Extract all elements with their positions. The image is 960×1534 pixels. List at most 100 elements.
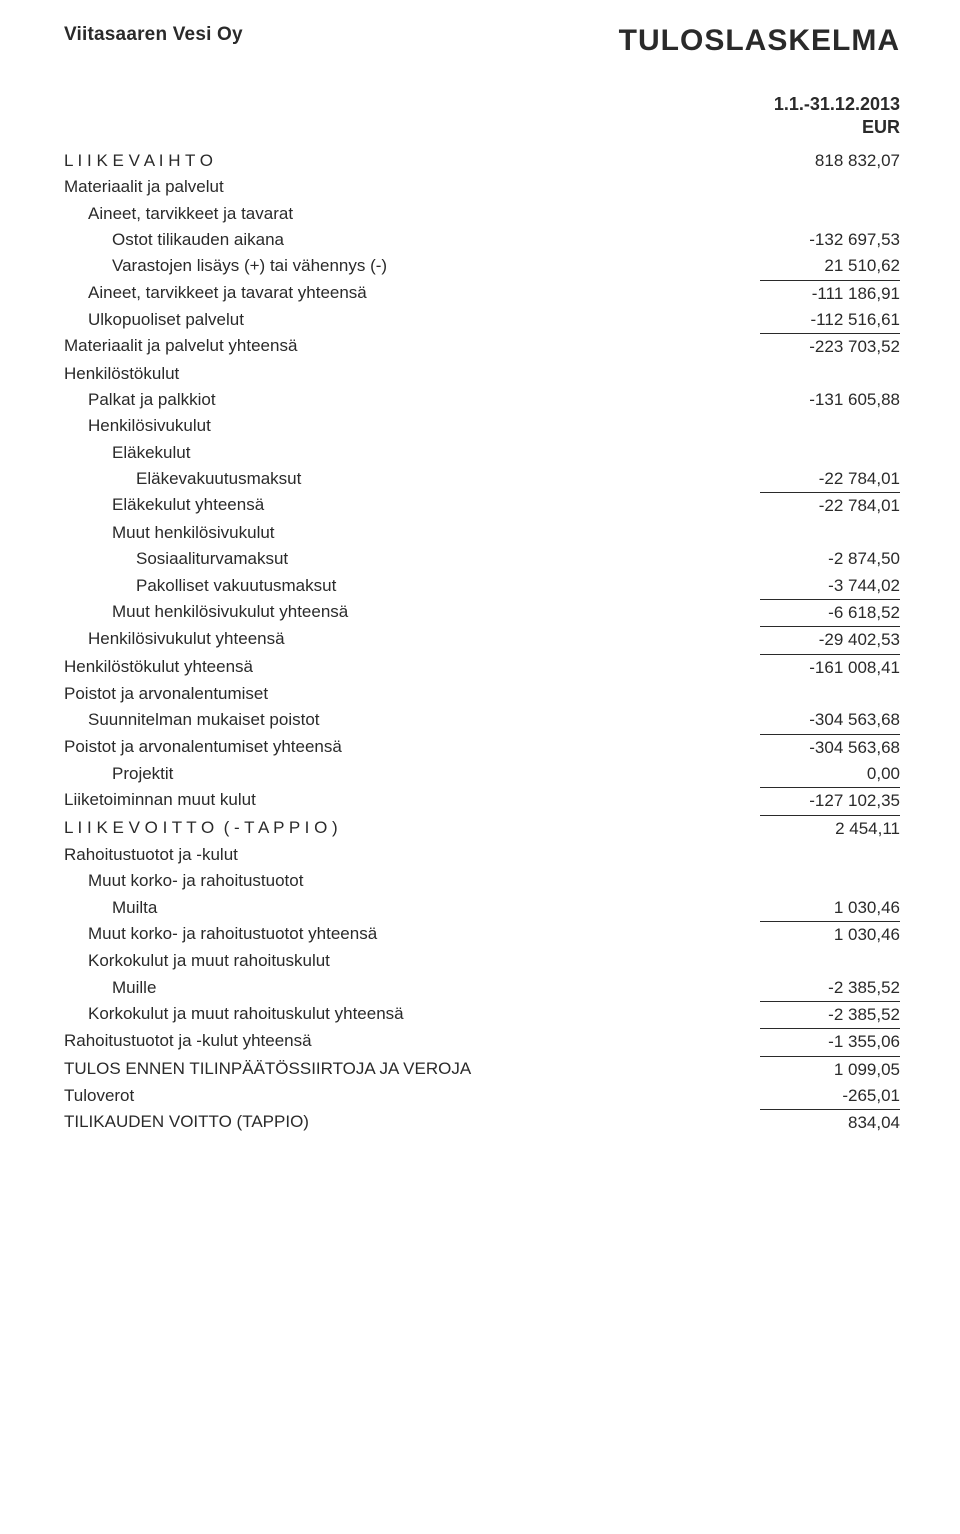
line-value bbox=[760, 868, 900, 894]
line-label: Liiketoiminnan muut kulut bbox=[64, 787, 256, 814]
line-label: Eläkekulut bbox=[64, 440, 190, 466]
line-value: -22 784,01 bbox=[760, 492, 900, 519]
statement-line: Muut henkilösivukulut bbox=[64, 520, 900, 546]
line-value: 0,00 bbox=[760, 761, 900, 787]
currency: EUR bbox=[64, 117, 900, 138]
line-value: 818 832,07 bbox=[760, 148, 900, 174]
line-label: L I I K E V O I T T O ( - T A P P I O ) bbox=[64, 815, 338, 842]
statement-line: Eläkekulut bbox=[64, 440, 900, 466]
statement-line: Sosiaaliturvamaksut -2 874,50 bbox=[64, 546, 900, 572]
line-label: Palkat ja palkkiot bbox=[64, 387, 216, 413]
line-label: Aineet, tarvikkeet ja tavarat bbox=[64, 201, 293, 227]
line-value: -111 186,91 bbox=[760, 280, 900, 307]
line-value: 834,04 bbox=[760, 1109, 900, 1136]
line-value: -304 563,68 bbox=[760, 707, 900, 733]
statement-line: Palkat ja palkkiot -131 605,88 bbox=[64, 387, 900, 413]
line-label: Eläkekulut yhteensä bbox=[64, 492, 264, 519]
statement-line: Projektit 0,00 bbox=[64, 761, 900, 787]
line-value: -1 355,06 bbox=[760, 1028, 900, 1055]
line-label: Muilta bbox=[64, 895, 157, 921]
statement-line: Muut korko- ja rahoitustuotot bbox=[64, 868, 900, 894]
line-label: Korkokulut ja muut rahoituskulut yhteens… bbox=[64, 1001, 404, 1028]
line-value: -6 618,52 bbox=[760, 599, 900, 626]
line-label: Projektit bbox=[64, 761, 173, 787]
statement-line: Tuloverot-265,01 bbox=[64, 1083, 900, 1109]
statement-line: L I I K E V O I T T O ( - T A P P I O ) 2… bbox=[64, 815, 900, 842]
line-value: -127 102,35 bbox=[760, 787, 900, 814]
statement-line: Henkilöstökulut bbox=[64, 361, 900, 387]
statement-line: Varastojen lisäys (+) tai vähennys (-)21… bbox=[64, 253, 900, 279]
line-value bbox=[760, 174, 900, 200]
line-label: Poistot ja arvonalentumiset bbox=[64, 681, 268, 707]
line-label: Muut korko- ja rahoitustuotot yhteensä bbox=[64, 921, 377, 948]
line-label: Tuloverot bbox=[64, 1083, 134, 1109]
statement-line: Materiaalit ja palvelut yhteensä -223 703… bbox=[64, 333, 900, 360]
line-label: Henkilösivukulut bbox=[64, 413, 211, 439]
statement-line: TILIKAUDEN VOITTO (TAPPIO) 834,04 bbox=[64, 1109, 900, 1136]
line-value bbox=[760, 520, 900, 546]
line-value bbox=[760, 201, 900, 227]
line-value: 1 030,46 bbox=[760, 895, 900, 921]
line-label: Korkokulut ja muut rahoituskulut bbox=[64, 948, 330, 974]
company-name: Viitasaaren Vesi Oy bbox=[64, 24, 243, 46]
statement-line: Henkilösivukulut yhteensä-29 402,53 bbox=[64, 626, 900, 653]
line-label: TULOS ENNEN TILINPÄÄTÖSSIIRTOJA JA VEROJ… bbox=[64, 1056, 471, 1083]
line-label: Muut henkilösivukulut bbox=[64, 520, 275, 546]
line-label: Eläkevakuutusmaksut bbox=[64, 466, 301, 492]
line-label: Materiaalit ja palvelut yhteensä bbox=[64, 333, 297, 360]
line-value: -2 385,52 bbox=[760, 1001, 900, 1028]
line-label: Ulkopuoliset palvelut bbox=[64, 307, 244, 333]
line-label: Muut korko- ja rahoitustuotot bbox=[64, 868, 303, 894]
line-value: -161 008,41 bbox=[760, 654, 900, 681]
line-label: Materiaalit ja palvelut bbox=[64, 174, 224, 200]
statement-line: Aineet, tarvikkeet ja tavarat bbox=[64, 201, 900, 227]
line-value: 1 099,05 bbox=[760, 1056, 900, 1083]
line-label: Suunnitelman mukaiset poistot bbox=[64, 707, 320, 733]
line-label: TILIKAUDEN VOITTO (TAPPIO) bbox=[64, 1109, 309, 1136]
statement-line: Eläkevakuutusmaksut-22 784,01 bbox=[64, 466, 900, 492]
statement-line: Muut korko- ja rahoitustuotot yhteensä 1 … bbox=[64, 921, 900, 948]
statement-line: Muilta 1 030,46 bbox=[64, 895, 900, 921]
line-label: L I I K E V A I H T O bbox=[64, 148, 213, 174]
document-title: TULOSLASKELMA bbox=[619, 24, 900, 58]
line-value: -2 385,52 bbox=[760, 975, 900, 1001]
line-value bbox=[760, 413, 900, 439]
statement-line: Henkilösivukulut bbox=[64, 413, 900, 439]
statement-line: Rahoitustuotot ja -kulut bbox=[64, 842, 900, 868]
line-value: -112 516,61 bbox=[760, 307, 900, 333]
statement-line: Muut henkilösivukulut yhteensä-6 618,52 bbox=[64, 599, 900, 626]
line-label: Sosiaaliturvamaksut bbox=[64, 546, 288, 572]
statement-line: Suunnitelman mukaiset poistot -304 563,68 bbox=[64, 707, 900, 733]
line-value: 1 030,46 bbox=[760, 921, 900, 948]
line-value: -223 703,52 bbox=[760, 333, 900, 360]
line-value: -3 744,02 bbox=[760, 573, 900, 599]
page: Viitasaaren Vesi Oy TULOSLASKELMA 1.1.-3… bbox=[0, 0, 960, 1177]
line-label: Varastojen lisäys (+) tai vähennys (-) bbox=[64, 253, 387, 279]
header-row: Viitasaaren Vesi Oy TULOSLASKELMA bbox=[64, 24, 900, 58]
line-value bbox=[760, 361, 900, 387]
statement-line: Eläkekulut yhteensä -22 784,01 bbox=[64, 492, 900, 519]
line-label: Henkilöstökulut yhteensä bbox=[64, 654, 253, 681]
line-value bbox=[760, 842, 900, 868]
statement-line: Aineet, tarvikkeet ja tavarat yhteensä -1… bbox=[64, 280, 900, 307]
line-value bbox=[760, 681, 900, 707]
statement-line: Henkilöstökulut yhteensä -161 008,41 bbox=[64, 654, 900, 681]
line-label: Henkilöstökulut bbox=[64, 361, 179, 387]
line-label: Rahoitustuotot ja -kulut yhteensä bbox=[64, 1028, 312, 1055]
statement-line: L I I K E V A I H T O 818 832,07 bbox=[64, 148, 900, 174]
statement-line: Ulkopuoliset palvelut -112 516,61 bbox=[64, 307, 900, 333]
statement-line: Ostot tilikauden aikana -132 697,53 bbox=[64, 227, 900, 253]
line-label: Muille bbox=[64, 975, 156, 1001]
line-label: Henkilösivukulut yhteensä bbox=[64, 626, 285, 653]
line-value: -2 874,50 bbox=[760, 546, 900, 572]
statement-line: Rahoitustuotot ja -kulut yhteensä -1 355,… bbox=[64, 1028, 900, 1055]
line-value: 2 454,11 bbox=[760, 815, 900, 842]
line-label: Aineet, tarvikkeet ja tavarat yhteensä bbox=[64, 280, 367, 307]
line-label: Rahoitustuotot ja -kulut bbox=[64, 842, 238, 868]
line-value: -131 605,88 bbox=[760, 387, 900, 413]
statement-line: Poistot ja arvonalentumiset yhteensä-304… bbox=[64, 734, 900, 761]
line-value: -132 697,53 bbox=[760, 227, 900, 253]
line-label: Ostot tilikauden aikana bbox=[64, 227, 284, 253]
statement-line: TULOS ENNEN TILINPÄÄTÖSSIIRTOJA JA VEROJ… bbox=[64, 1056, 900, 1083]
statement-line: Muille -2 385,52 bbox=[64, 975, 900, 1001]
